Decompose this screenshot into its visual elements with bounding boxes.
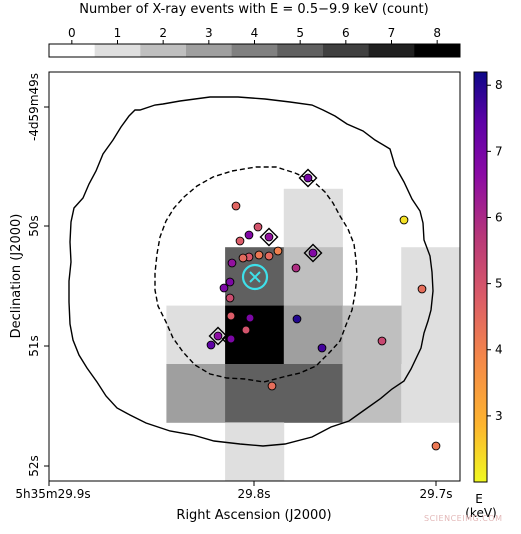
count-colorbar-step (94, 44, 141, 57)
count-tick-label: 5 (296, 26, 304, 40)
heatmap-cell (166, 364, 226, 423)
count-tick-label: 0 (68, 26, 76, 40)
event-point (238, 253, 248, 263)
event-point (244, 230, 254, 240)
energy-colorbar-ticks: 3 4 5 6 7 8 (487, 78, 503, 423)
event-point (206, 340, 216, 350)
event-point (303, 173, 313, 183)
count-colorbar-step (49, 44, 96, 57)
contours (68, 96, 434, 447)
y-tick-label: 50s (27, 215, 41, 237)
heatmap-cell (283, 188, 343, 248)
event-point (254, 250, 264, 260)
energy-tick-label: 5 (495, 277, 503, 291)
event-point (219, 283, 229, 293)
event-point (292, 314, 302, 324)
event-diamond-marker (221, 329, 241, 349)
count-colorbar-step (368, 44, 415, 57)
event-point (431, 441, 441, 451)
x-tick-label: 5h35m29.9s (15, 487, 90, 501)
event-diamond-marker (208, 326, 228, 346)
outer-contour (68, 96, 434, 447)
count-colorbar-step (140, 44, 187, 57)
event-diamond-marker (298, 168, 318, 188)
event-point (399, 215, 409, 225)
axis-tick-marks (44, 106, 437, 486)
event-point (213, 331, 223, 341)
event-point (225, 293, 235, 303)
count-colorbar-step (414, 44, 461, 57)
watermark: SCIENCEIMG.COM (424, 514, 503, 523)
count-colorbar-ticks: 0 1 2 3 4 5 6 7 8 (68, 26, 441, 44)
event-point (417, 284, 427, 294)
event-point (225, 277, 235, 287)
heatmap-cell (283, 305, 343, 365)
energy-tick-label: 8 (495, 78, 503, 92)
event-point (245, 313, 255, 323)
source-cross (249, 271, 261, 283)
event-diamond-marker (303, 243, 323, 263)
heatmap-cell (225, 422, 285, 481)
energy-colorbar (473, 71, 488, 483)
energy-tick-label: 6 (495, 210, 503, 224)
heatmap-cell (401, 305, 460, 365)
count-tick-label: 3 (205, 26, 213, 40)
x-axis-label: Right Ascension (J2000) (176, 508, 331, 523)
chart-title: Number of X-ray events with E = 0.5−9.9 … (79, 2, 428, 17)
event-point (308, 248, 318, 258)
heatmap-cell (342, 305, 402, 365)
event-point (377, 336, 387, 346)
event-point (264, 251, 274, 261)
heatmap-cell (401, 364, 460, 423)
count-colorbar-step (323, 44, 370, 57)
x-tick-label: 29.8s (238, 487, 271, 501)
count-tick-label: 1 (114, 26, 122, 40)
event-point (273, 246, 283, 256)
y-tick-label: 52s (27, 455, 41, 477)
event-point (253, 222, 263, 232)
heatmap-cell (342, 364, 402, 423)
heatmap-cell (401, 247, 460, 306)
event-point (231, 201, 241, 211)
energy-tick-label: 7 (495, 144, 503, 158)
y-axis-label: Declination (J2000) (9, 214, 24, 339)
count-colorbar-step (231, 44, 278, 57)
count-tick-label: 2 (159, 26, 167, 40)
count-tick-label: 8 (433, 26, 441, 40)
event-diamond-marker (259, 227, 279, 247)
count-colorbar-step (277, 44, 324, 57)
count-colorbar (48, 43, 461, 58)
event-point (226, 311, 236, 321)
count-tick-label: 6 (342, 26, 350, 40)
event-point (235, 236, 245, 246)
heatmap-cells (166, 188, 460, 481)
inner-contour (154, 166, 358, 383)
count-colorbar-step (186, 44, 233, 57)
x-tick-label: 29.7s (420, 487, 453, 501)
event-point (226, 334, 236, 344)
count-tick-label: 7 (388, 26, 396, 40)
event-point (227, 258, 237, 268)
event-markers (206, 168, 441, 451)
event-point (317, 343, 327, 353)
energy-colorbar-label: E (keV) (465, 492, 496, 520)
event-point (241, 325, 251, 335)
event-point (264, 232, 274, 242)
source-circle (241, 263, 269, 291)
count-tick-label: 4 (251, 26, 259, 40)
energy-tick-label: 4 (495, 343, 503, 357)
y-tick-label: -4d59m49s (27, 73, 41, 141)
y-tick-label: 51s (27, 335, 41, 357)
event-point (267, 381, 277, 391)
source-position-marker (241, 263, 269, 291)
heatmap-cell (225, 364, 285, 423)
energy-tick-label: 3 (495, 409, 503, 423)
heatmap-cell (283, 364, 343, 423)
event-point (291, 263, 301, 273)
